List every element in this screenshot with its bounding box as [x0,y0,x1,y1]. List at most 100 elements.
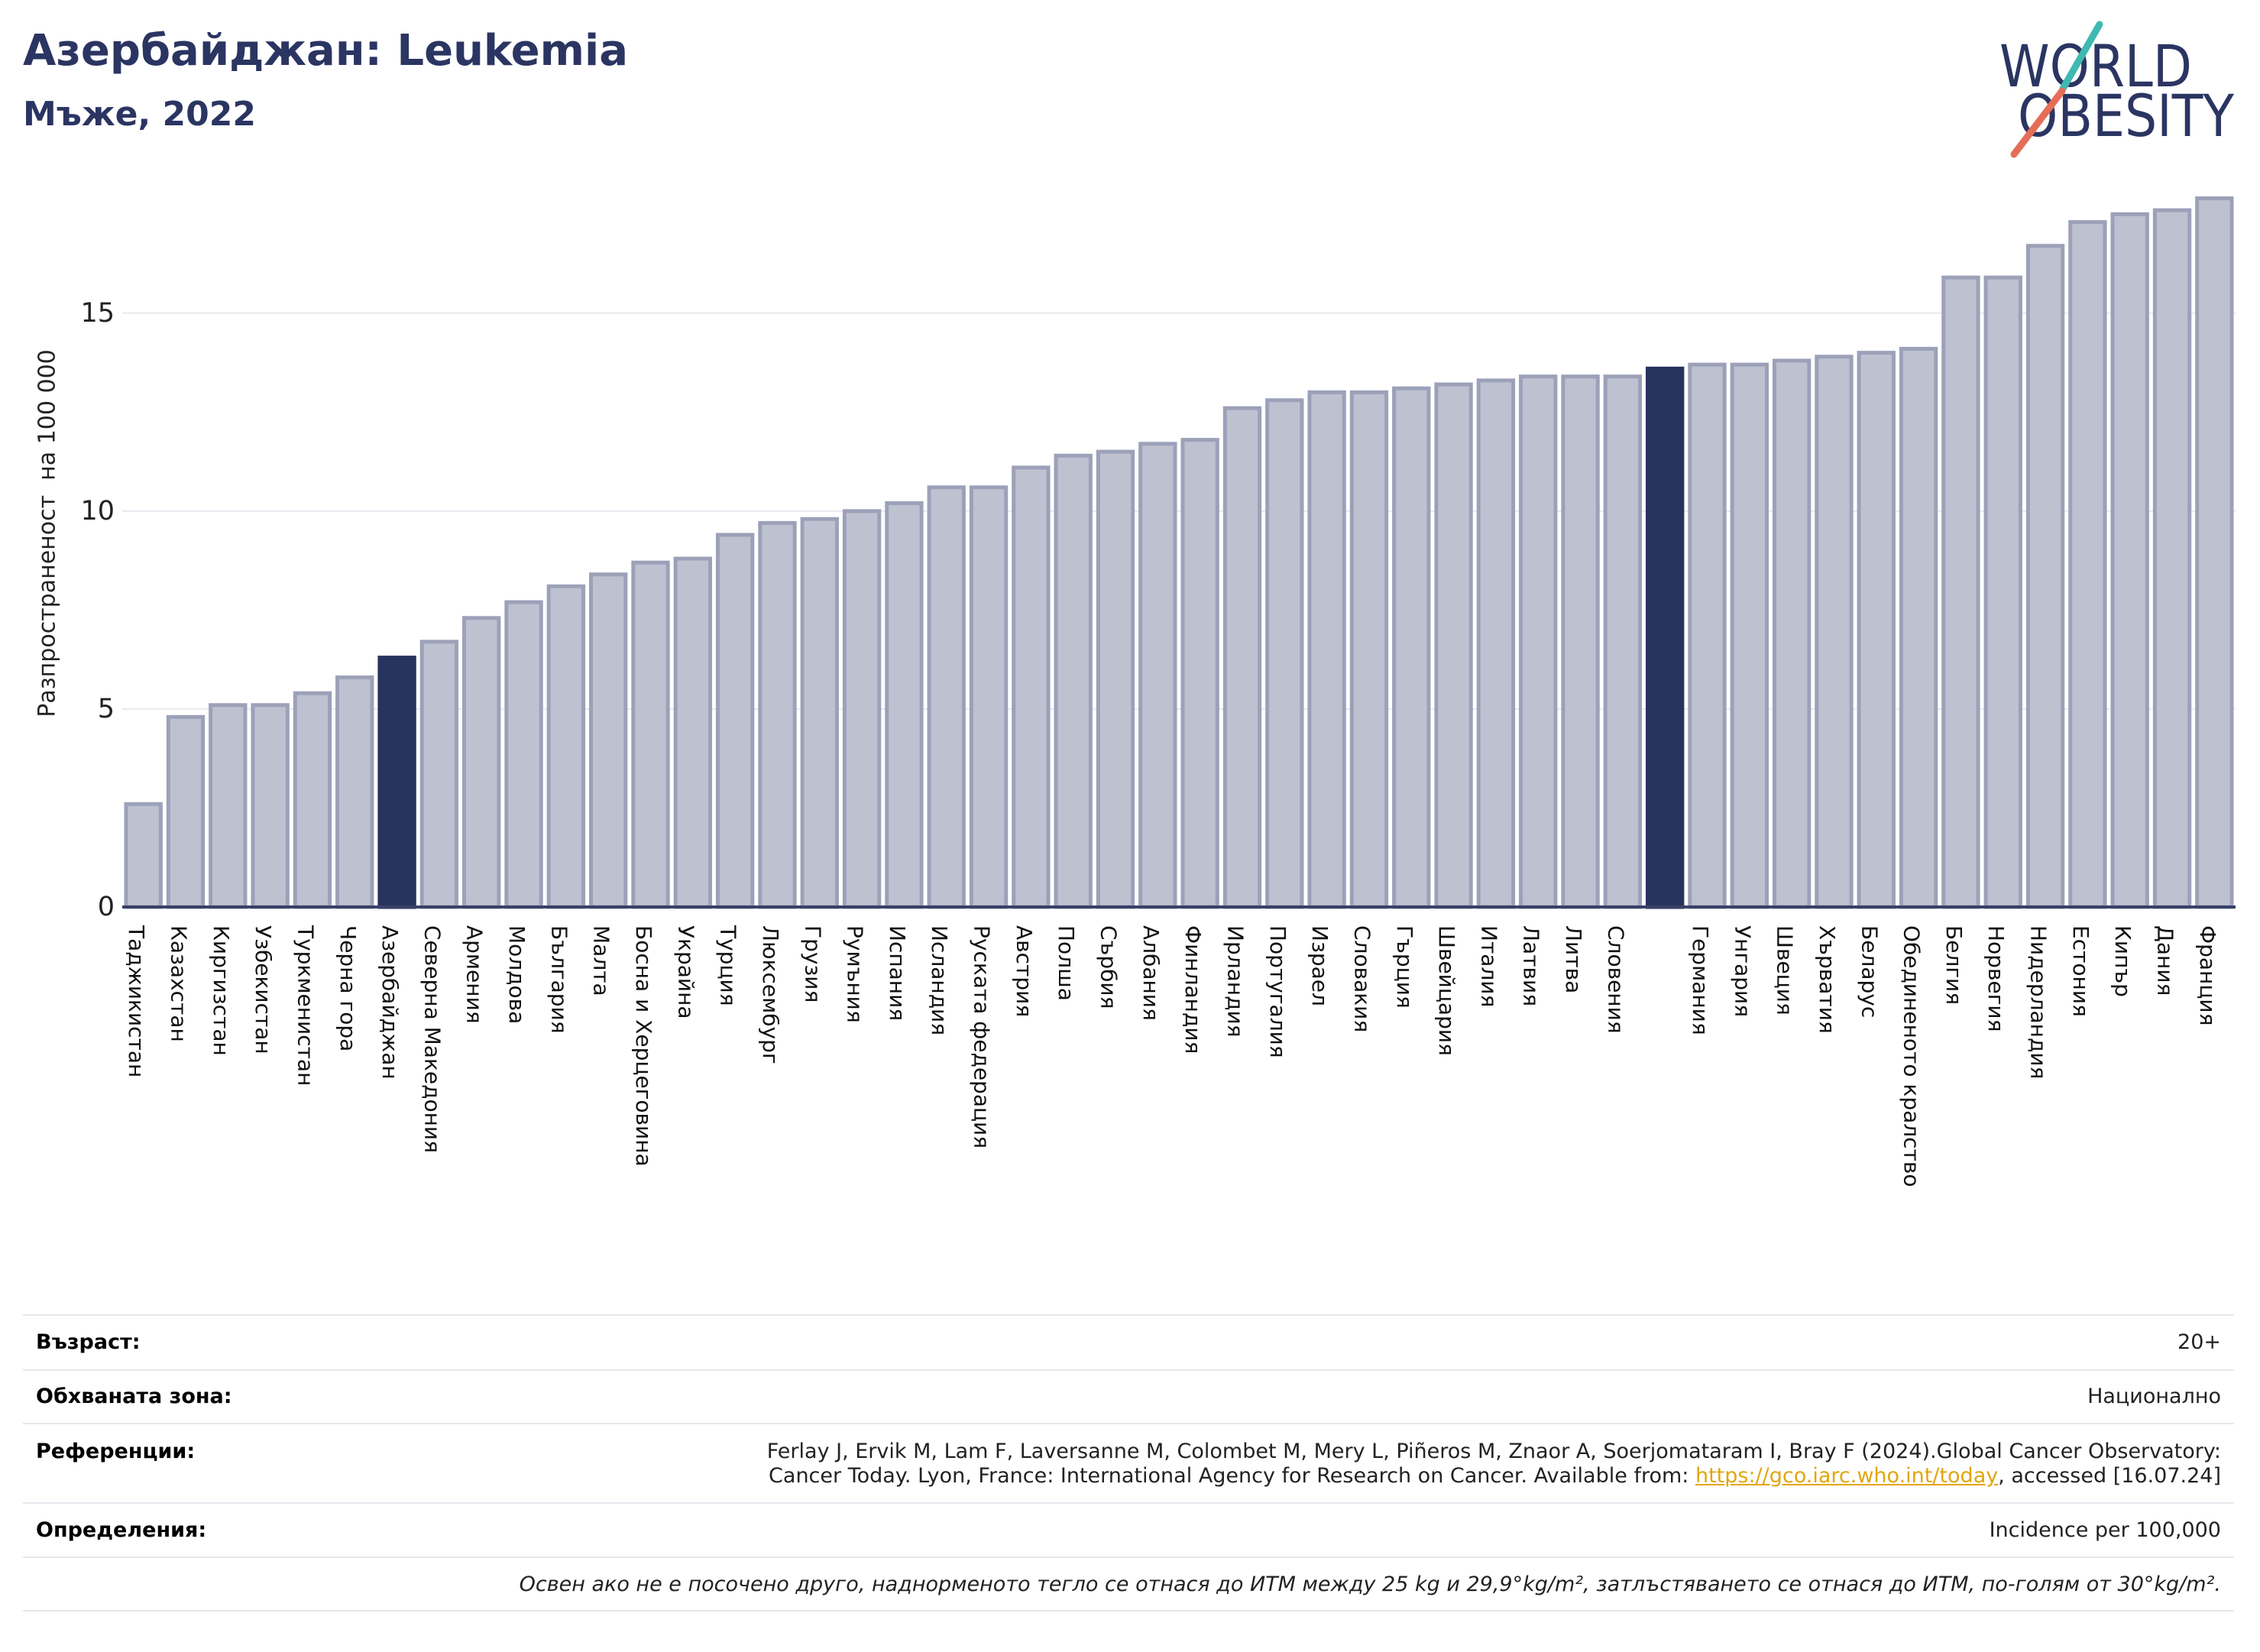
x-tick-label-43: Обединеното кралство [1899,925,1925,1187]
bar-49 [2152,208,2192,909]
x-tick-label-22: Австрия [1012,925,1037,1017]
x-tick-label-40: Швеция [1773,925,1798,1015]
x-tick-label-38: Германия [1688,925,1713,1035]
references-label: Референции: [36,1440,196,1463]
x-tick-label-34: Латвия [1519,925,1544,1006]
bar-36 [1603,374,1643,909]
bar-38 [1688,362,1727,909]
bar-34 [1519,374,1558,909]
bar-16 [758,520,797,909]
bar-28 [1265,398,1304,909]
logo-word-obesity: OBESITY [2018,82,2235,150]
x-tick-label-18: Румъния [843,925,868,1023]
bar-43 [1899,346,1938,909]
x-tick-label-44: Белгия [1941,925,1967,1005]
bar-32 [1434,382,1473,909]
bar-18 [842,509,882,909]
x-tick-label-7: Азербайджан [377,925,403,1080]
references-line-2: Cancer Today. Lyon, France: Internationa… [769,1464,2221,1488]
x-tick-label-26: Финландия [1180,925,1206,1054]
bar-24 [1096,449,1135,909]
bar-37 [1645,366,1685,909]
x-tick-label-48: Кипър [2110,925,2135,997]
y-tick-label-0: 0 [98,892,115,922]
bar-41 [1815,355,1854,909]
x-tick-label-13: Босна и Херцеговина [631,925,656,1167]
world-obesity-logo: WORLD OBESITY [1999,21,2235,158]
bar-13 [631,560,670,909]
x-tick-label-31: Гърция [1392,925,1417,1009]
definitions-label: Определения: [36,1518,207,1542]
bar-14 [673,556,713,909]
bar-27 [1222,406,1262,909]
x-tick-label-24: Сърбия [1096,925,1122,1009]
bar-1 [124,802,163,909]
x-tick-label-15: Турция [716,925,741,1006]
x-tick-label-5: Туркменистан [293,925,318,1086]
bar-47 [2068,220,2107,909]
x-tick-label-20: Исландия [927,925,952,1035]
logo-slash-teal-icon [2059,21,2103,92]
x-tick-label-12: Малта [589,925,614,996]
x-tick-label-9: Армения [462,925,487,1024]
definitions-note: Освен ако не е посочено друго, наднормен… [519,1572,2221,1596]
info-row-note: Освен ако не е посочено друго, наднормен… [23,1558,2234,1612]
bar-39 [1730,362,1769,909]
bar-50 [2195,196,2234,909]
x-tick-label-28: Португалия [1265,925,1290,1058]
bar-12 [588,572,628,909]
bar-42 [1857,351,1896,909]
x-tick-label-36: Словения [1603,925,1628,1034]
x-tick-label-46: Нидерландия [2026,925,2051,1079]
x-tick-label-39: Унгария [1730,925,1755,1017]
x-tick-label-33: Италия [1476,925,1501,1007]
bar-8 [419,640,459,909]
x-tick-label-23: Полша [1054,925,1079,1001]
x-tick-label-27: Ирландия [1222,925,1248,1037]
x-tick-label-11: България [546,925,571,1034]
bars [124,196,2234,909]
coverage-value: Национално [2087,1385,2221,1408]
bar-21 [969,485,1009,909]
x-tick-label-35: Литва [1561,925,1586,993]
x-axis-tick-labels: Таджикистан Казахстан Киргизстан Узбекистан… [124,925,2220,1187]
x-tick-label-30: Словакия [1349,925,1374,1032]
bar-33 [1476,378,1516,909]
x-tick-label-42: Беларус [1857,925,1882,1018]
bar-6 [335,675,374,909]
bar-17 [800,517,839,909]
references-link[interactable]: https://gco.iarc.who.int/today [1695,1464,1999,1488]
bar-45 [1983,275,2022,909]
bar-29 [1307,390,1346,909]
references-line-2-suffix: , accessed [16.07.24] [1998,1464,2221,1488]
x-tick-label-32: Швейцария [1434,925,1459,1056]
chart-title: Азербайджан: Leukemia [23,26,628,76]
x-tick-label-45: Норвегия [1983,925,2009,1032]
bar-46 [2025,244,2065,909]
x-tick-label-2: Казахстан [166,925,191,1042]
x-tick-label-10: Молдова [504,925,529,1024]
references-line-2-text: Cancer Today. Lyon, France: Internationa… [769,1464,1695,1488]
x-tick-label-50: Франция [2195,925,2220,1025]
references-line-1: Ferlay J, Ervik M, Lam F, Laversanne M, … [766,1440,2221,1463]
bar-26 [1180,438,1219,909]
bar-7 [377,656,416,909]
x-tick-label-47: Естония [2068,925,2093,1017]
coverage-label: Обхваната зона: [36,1385,232,1408]
y-axis-tick-labels: 0 5 10 15 [80,298,115,922]
y-axis-label: Разпространеност на 100 000 [34,349,61,717]
bar-4 [251,703,290,909]
x-tick-label-4: Узбекистан [251,925,276,1054]
bar-22 [1012,465,1051,909]
bar-3 [209,703,248,909]
bar-35 [1561,374,1600,909]
info-row-definitions: Определения: Incidence per 100,000 [23,1504,2234,1558]
x-tick-label-14: Украйна [673,925,698,1019]
info-row-references: Референции: Ferlay J, Ervik M, Lam F, La… [23,1424,2234,1504]
x-tick-label-8: Северна Македония [419,925,445,1153]
bar-25 [1138,442,1177,909]
y-tick-label-15: 15 [80,298,115,329]
bar-44 [1941,275,1980,909]
x-tick-label-3: Киргизстан [209,925,234,1056]
